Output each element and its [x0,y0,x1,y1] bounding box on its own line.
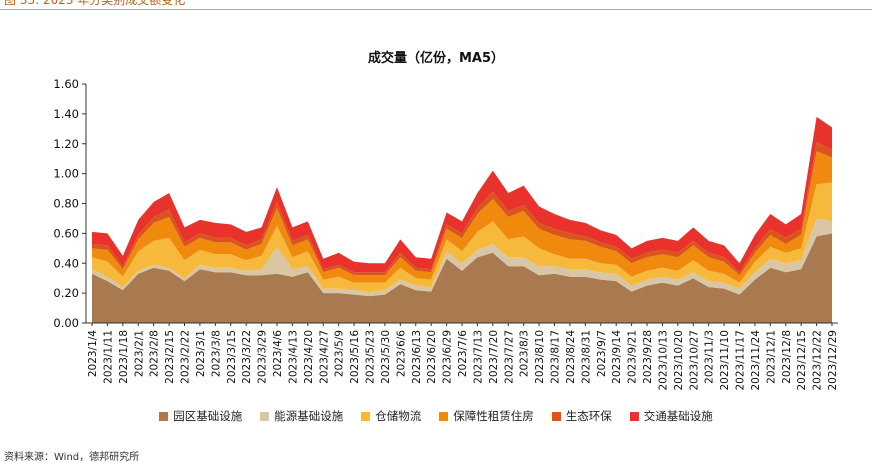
x-tick-label: 2023/5/30 [380,330,392,384]
y-tick-label: 1.00 [53,167,79,181]
legend-item: 能源基础设施 [260,408,343,424]
x-tick-label: 2023/9/14 [611,330,623,384]
x-tick-label: 2023/8/24 [565,330,577,384]
x-tick-label: 2023/2/1 [133,330,145,377]
area-series [92,233,832,323]
y-tick-label: 0.60 [53,226,79,240]
y-tick-label: 1.20 [53,137,79,151]
x-tick-label: 2023/9/7 [596,330,608,377]
x-tick-label: 2023/1/4 [87,330,99,377]
x-tick-label: 2023/6/29 [442,330,454,384]
y-tick-label: 0.00 [53,316,79,330]
x-tick-label: 2023/5/23 [365,330,377,384]
legend-swatch [260,411,270,421]
x-tick-label: 2023/10/20 [673,330,685,391]
x-tick-label: 2023/7/6 [457,330,469,377]
x-tick-label: 2023/11/10 [719,330,731,391]
y-tick-label: 1.40 [53,107,79,121]
x-tick-label: 2023/2/22 [180,330,192,384]
x-tick-label: 2023/8/31 [580,330,592,384]
x-tick-label: 2023/12/22 [812,330,824,391]
legend-swatch [551,411,561,421]
y-tick-label: 0.20 [53,286,79,300]
x-tick-label: 2023/11/3 [704,330,716,384]
header-strip: 图 33: 2023 年分类别成交额变化 [0,0,872,9]
legend-label: 交通基础设施 [643,409,713,423]
x-tick-label: 2023/5/9 [334,330,346,377]
figure-caption: 图 33: 2023 年分类别成交额变化 [4,0,186,7]
x-tick-label: 2023/1/11 [102,330,114,384]
x-tick-label: 2023/12/1 [765,330,777,384]
x-tick-label: 2023/3/29 [257,330,269,384]
x-tick-label: 2023/3/1 [195,330,207,377]
x-tick-label: 2023/9/28 [642,330,654,384]
x-tick-label: 2023/4/20 [303,330,315,384]
x-tick-label: 2023/6/13 [411,330,423,384]
x-tick-label: 2023/4/6 [272,330,284,377]
legend-label: 仓储物流 [375,409,422,423]
x-tick-label: 2023/7/27 [503,330,515,384]
chart-title: 成交量（亿份，MA5） [367,51,505,66]
legend-item: 交通基础设施 [629,408,713,424]
legend-item: 保障性租赁住房 [439,408,534,424]
y-tick-label: 0.40 [53,256,79,270]
legend-label: 园区基础设施 [173,409,243,423]
x-tick-label: 2023/3/22 [241,330,253,384]
y-tick-label: 1.60 [53,77,79,91]
x-tick-label: 2023/1/18 [118,330,130,384]
x-tick-label: 2023/7/13 [472,330,484,384]
x-tick-label: 2023/7/20 [488,330,500,384]
x-tick-label: 2023/8/17 [550,330,562,384]
legend-item: 园区基础设施 [159,408,242,424]
x-tick-label: 2023/6/6 [395,330,407,377]
legend-item: 仓储物流 [361,408,421,424]
chart-legend: 园区基础设施 能源基础设施 仓储物流 保障性租赁住房 生态环保 交通基础设施 [0,408,872,424]
x-tick-label: 2023/2/15 [164,330,176,384]
x-tick-label: 2023/12/29 [827,330,839,391]
legend-swatch [159,411,169,421]
x-tick-label: 2023/5/16 [349,330,361,384]
legend-item: 生态环保 [551,408,612,424]
x-tick-label: 2023/8/3 [519,330,531,377]
x-tick-label: 2023/11/24 [750,330,762,391]
x-tick-label: 2023/10/13 [657,330,669,391]
x-tick-label: 2023/12/8 [781,330,793,384]
x-tick-label: 2023/8/10 [534,330,546,384]
x-tick-label: 2023/3/8 [210,330,222,377]
legend-label: 能源基础设施 [274,409,344,423]
x-tick-label: 2023/4/27 [318,330,330,384]
legend-label: 生态环保 [565,409,612,423]
legend-swatch [439,411,449,421]
legend-label: 保障性租赁住房 [453,409,534,423]
legend-swatch [629,411,639,421]
x-tick-label: 2023/6/20 [426,330,438,384]
header-divider [0,9,872,10]
legend-swatch [361,411,371,421]
x-tick-label: 2023/9/21 [627,330,639,384]
x-tick-label: 2023/10/27 [688,330,700,391]
x-tick-label: 2023/12/15 [796,330,808,391]
x-tick-label: 2023/3/15 [226,330,238,384]
x-tick-label: 2023/4/13 [287,330,299,384]
x-tick-label: 2023/11/17 [735,330,747,391]
x-tick-label: 2023/2/8 [149,330,161,377]
y-tick-label: 0.80 [53,197,79,211]
